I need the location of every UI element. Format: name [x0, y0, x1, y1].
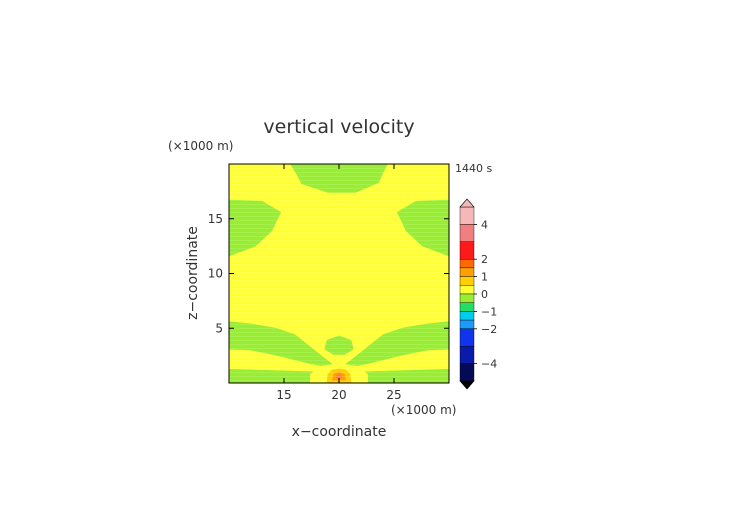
- colorbar-tick-label: 1: [481, 271, 488, 284]
- colorbar-band-8: [459, 302, 475, 312]
- colorbar-band-6: [459, 285, 475, 295]
- colorbar-band-9: [459, 311, 475, 321]
- y-tick-label: 5: [215, 321, 223, 335]
- x-axis-unit: (×1000 m): [391, 403, 456, 417]
- colorbar-band-7: [459, 293, 475, 303]
- colorbar-tick-label: −4: [481, 358, 497, 371]
- colorbar-tick-label: 2: [481, 253, 488, 266]
- colorbar-tick-label: 0: [481, 288, 488, 301]
- y-tick-label: 10: [208, 267, 223, 281]
- colorbar-tick-label: −1: [481, 305, 497, 318]
- colorbar-band-5: [459, 276, 475, 286]
- x-axis-label: x−coordinate: [292, 424, 387, 440]
- colorbar-band-12: [459, 346, 475, 364]
- y-tick-label: 15: [208, 212, 223, 226]
- chart-title: vertical velocity: [263, 116, 414, 138]
- colorbar-band-0: [459, 206, 475, 225]
- x-tick-label: 15: [276, 388, 291, 402]
- colorbar-max-extension: [459, 198, 475, 208]
- x-tick-label: 25: [386, 388, 401, 402]
- colorbar-band-1: [459, 224, 475, 242]
- colorbar-band-13: [459, 363, 475, 382]
- raster-stripes: [229, 164, 449, 383]
- colorbar: 4 2 1 0 −1 −2 −4: [459, 198, 497, 390]
- colorbar-band-2: [459, 241, 475, 260]
- colorbar-band-4: [459, 267, 475, 277]
- x-axis-ticks: 15 20 25: [276, 164, 402, 402]
- y-axis-unit: (×1000 m): [168, 139, 233, 153]
- x-tick-label: 20: [331, 388, 346, 402]
- plot-area: [229, 164, 449, 383]
- colorbar-band-3: [459, 259, 475, 269]
- colorbar-band-11: [459, 328, 475, 347]
- colorbar-band-10: [459, 319, 475, 330]
- time-label: 1440 s: [455, 162, 492, 175]
- y-axis-label: z−coordinate: [185, 226, 201, 320]
- colorbar-tick-label: 4: [481, 218, 488, 231]
- colorbar-tick-label: −2: [481, 323, 497, 336]
- y-axis-ticks: 5 10 15: [208, 212, 449, 335]
- colorbar-min-extension: [459, 380, 475, 390]
